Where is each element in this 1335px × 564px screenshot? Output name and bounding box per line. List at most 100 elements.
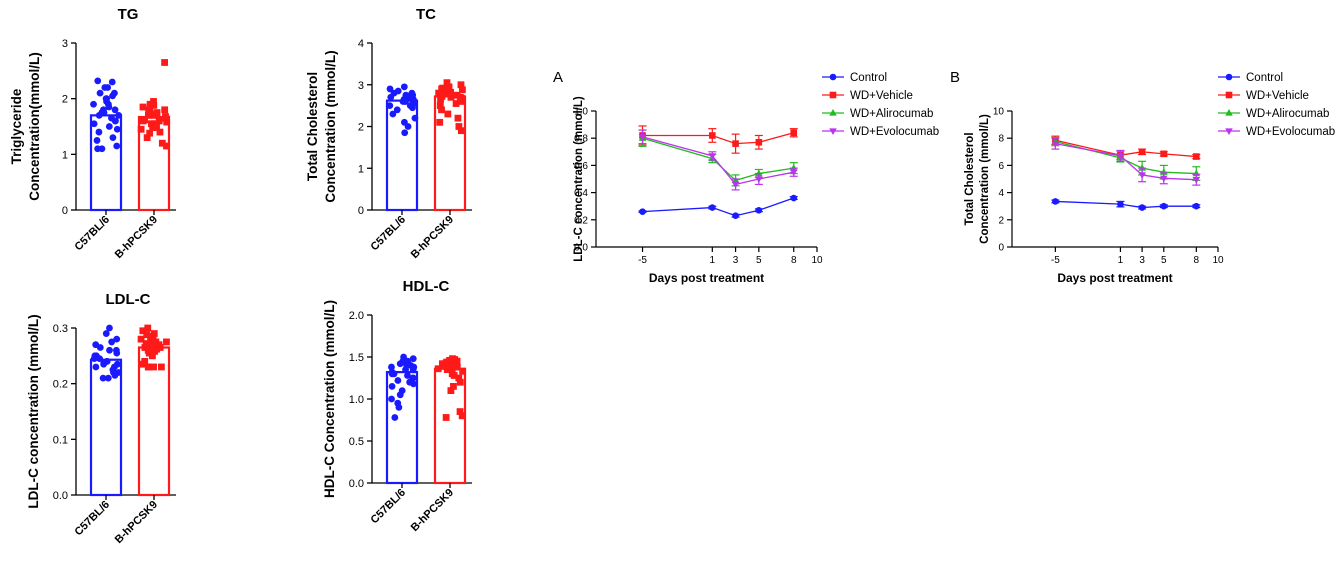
data-point	[789, 164, 798, 171]
data-point	[1052, 198, 1059, 205]
y-tick-label: 2.0	[349, 310, 364, 322]
data-point	[396, 360, 404, 368]
data-point	[105, 103, 113, 111]
legend-item: Control	[822, 72, 887, 84]
data-point	[401, 98, 409, 105]
series-line	[1055, 143, 1197, 181]
data-point	[156, 344, 164, 351]
x-tick-label: C57BL/6	[73, 499, 113, 539]
y-tick-label: 4	[998, 188, 1004, 199]
data-point	[109, 134, 117, 142]
y-tick-label: 0.2	[574, 215, 588, 226]
y-tick-label: 0.8	[574, 134, 588, 145]
data-point	[389, 110, 397, 118]
data-point	[99, 374, 107, 382]
y-tick-label: 4	[358, 38, 364, 50]
x-tick-label: 5	[1161, 255, 1167, 266]
data-point	[386, 102, 394, 110]
legend-item: WD+Vehicle	[822, 90, 913, 102]
data-point	[147, 336, 154, 344]
data-point	[436, 118, 444, 126]
y-tick-label: 0	[358, 205, 364, 217]
data-point	[639, 208, 646, 215]
y-tick-label: 1	[62, 149, 68, 161]
legend-item: WD+Vehicle	[1218, 90, 1309, 102]
x-tick-label: 3	[1139, 255, 1145, 266]
data-point	[453, 357, 461, 365]
x-tick-label: B-hPCSK9	[409, 487, 456, 534]
data-point	[104, 374, 112, 382]
data-point	[142, 340, 150, 347]
data-point	[146, 107, 154, 115]
legend-label: WD+Evolocumab	[1246, 126, 1335, 138]
y-tick-label: 0.0	[349, 478, 364, 490]
y-tick-label: 1.0	[349, 394, 364, 406]
chart-title: HDL-C	[403, 278, 450, 295]
series-wd-evolocumab	[1051, 137, 1201, 186]
data-point	[139, 103, 147, 111]
x-tick-label: 8	[791, 255, 797, 266]
data-point	[151, 347, 159, 355]
data-point	[790, 194, 798, 202]
data-point	[161, 106, 169, 114]
data-point	[708, 153, 717, 160]
data-point	[153, 123, 160, 130]
data-point	[391, 414, 399, 421]
data-point	[139, 327, 147, 335]
x-tick-label: 10	[811, 255, 823, 266]
data-point	[158, 139, 166, 147]
chart-ldl: LDL-C 0.0 0.1 0.2 0.3 LDL-C concentration (mm…	[26, 291, 176, 546]
data-point	[113, 125, 121, 133]
series-control	[638, 194, 798, 220]
data-point	[402, 366, 409, 373]
y-tick-label: 3	[358, 80, 364, 92]
y-axis-label: Total Cholesterol	[305, 72, 320, 181]
data-point	[458, 412, 466, 420]
data-point	[95, 111, 103, 119]
data-point	[90, 120, 98, 128]
legend-item: WD+Alirocumab	[822, 108, 933, 120]
data-point	[443, 90, 451, 98]
data-point	[455, 374, 463, 382]
y-tick-label: 0.6	[574, 161, 588, 172]
data-point	[1138, 204, 1146, 211]
data-point	[401, 129, 409, 137]
data-point	[457, 81, 465, 89]
data-point	[457, 127, 465, 135]
y-tick-label: 1	[358, 163, 364, 175]
data-point	[452, 100, 460, 107]
y-tick-label: 2	[998, 215, 1004, 226]
x-tick-label: C57BL/6	[369, 214, 409, 254]
data-point	[456, 408, 464, 415]
legend-item: WD+Evolocumab	[822, 126, 939, 138]
data-point	[149, 124, 157, 132]
x-tick-label: 5	[756, 255, 762, 266]
series-line	[642, 137, 794, 182]
data-point	[137, 335, 145, 343]
data-point	[111, 106, 119, 114]
data-point	[163, 118, 171, 126]
data-point	[436, 102, 444, 110]
data-point	[161, 59, 169, 66]
legend-label: WD+Vehicle	[1246, 90, 1309, 102]
data-point	[448, 363, 455, 371]
legend-marker	[1225, 73, 1233, 81]
x-axis-label: Days post treatment	[1057, 271, 1172, 285]
data-point	[395, 404, 403, 411]
data-point	[144, 363, 152, 371]
data-point	[387, 93, 395, 101]
x-tick-label: 1	[1118, 255, 1124, 266]
x-tick-label: B-hPCSK9	[113, 214, 160, 261]
data-point	[388, 383, 396, 390]
legend-marker	[1225, 109, 1233, 116]
data-point	[447, 89, 454, 97]
data-point	[108, 78, 116, 86]
data-point	[396, 391, 404, 399]
y-axis-label: Concentration(mmol/L)	[27, 52, 42, 201]
series-line	[642, 132, 794, 145]
data-point	[458, 98, 466, 105]
data-point	[455, 123, 463, 130]
series-wd-evolocumab	[638, 129, 798, 191]
data-point	[443, 79, 451, 87]
data-point	[410, 380, 417, 388]
